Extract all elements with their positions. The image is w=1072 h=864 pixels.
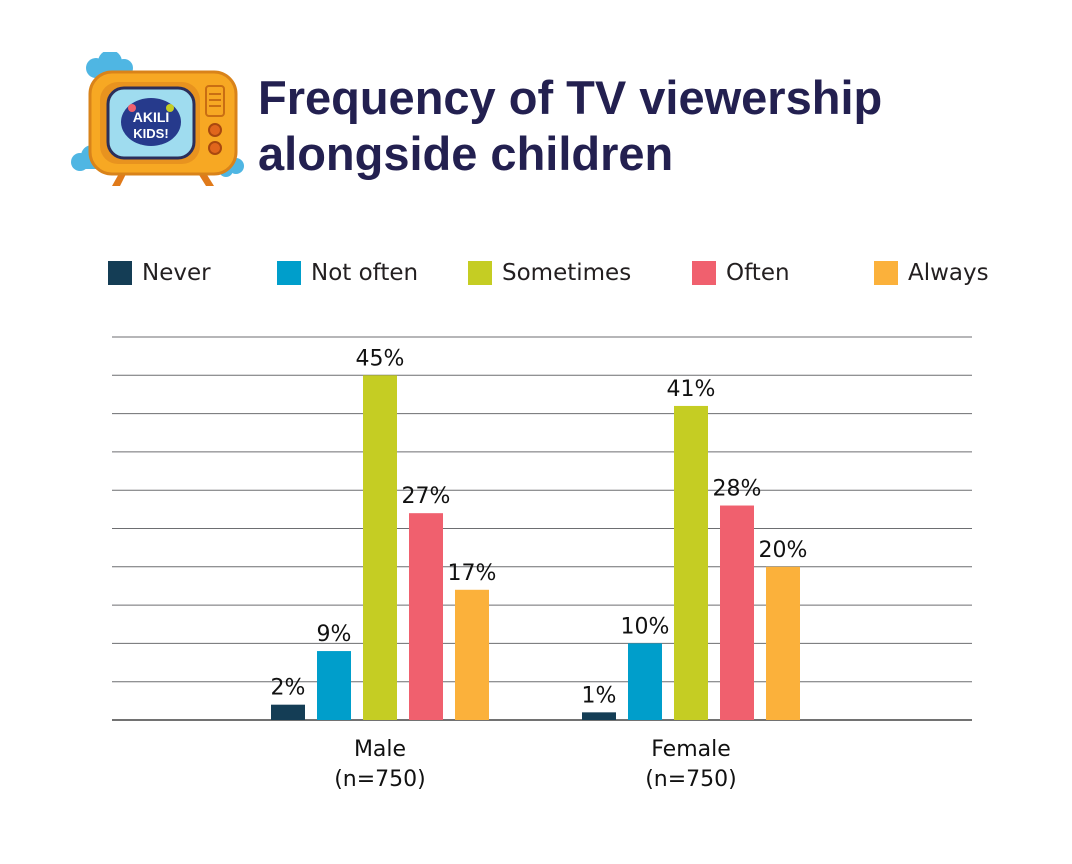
- data-label: 20%: [759, 538, 808, 563]
- bar-male-not-often: [317, 651, 351, 720]
- legend-swatch-always: [874, 261, 898, 285]
- bars: [271, 375, 800, 720]
- logo-text-bottom: KIDS!: [133, 126, 168, 141]
- category-label: Male: [354, 737, 406, 762]
- data-label: 17%: [448, 561, 497, 586]
- legend-item-often: Often: [692, 258, 790, 288]
- bar-female-sometimes: [674, 405, 708, 720]
- legend-label-sometimes: Sometimes: [502, 260, 632, 286]
- bar-male-never: [271, 704, 305, 720]
- data-label: 27%: [402, 484, 451, 509]
- legend-label-not-often: Not often: [311, 260, 419, 286]
- category-sublabel: (n=750): [645, 767, 737, 792]
- bar-female-not-often: [628, 643, 662, 720]
- category-sublabel: (n=750): [334, 767, 426, 792]
- legend-item-sometimes: Sometimes: [468, 258, 631, 288]
- bar-female-often: [720, 505, 754, 720]
- legend-swatch-never: [108, 261, 132, 285]
- chart-title-line-2: alongside children: [258, 127, 674, 180]
- category-labels: Male (n=750) Female (n=750): [334, 737, 737, 792]
- data-label: 45%: [356, 346, 405, 371]
- legend-label-always: Always: [908, 260, 989, 286]
- legend-label-never: Never: [142, 260, 211, 286]
- legend-item-always: Always: [874, 258, 989, 288]
- logo-text-top: AKILI: [133, 109, 170, 125]
- chart-title-line-1: Frequency of TV viewership: [258, 71, 883, 124]
- legend: Never Not often Sometimes Often Always: [0, 252, 1072, 292]
- bar-male-always: [455, 589, 489, 720]
- bar-female-always: [766, 566, 800, 720]
- tv-logo-icon: AKILI KIDS!: [71, 52, 244, 186]
- legend-swatch-sometimes: [468, 261, 492, 285]
- category-label: Female: [651, 737, 731, 762]
- bar-female-never: [582, 712, 616, 720]
- bar-male-often: [409, 513, 443, 720]
- data-label: 28%: [713, 477, 762, 502]
- data-label: 9%: [317, 622, 352, 647]
- gridlines: [112, 336, 972, 721]
- legend-swatch-often: [692, 261, 716, 285]
- data-label: 41%: [667, 377, 716, 402]
- chart-title: Frequency of TV viewership alongside chi…: [258, 70, 882, 182]
- bar-labels: 2% 9% 45% 27% 17% 1% 10% 41% 28% 20%: [271, 346, 808, 708]
- legend-item-not-often: Not often: [277, 258, 418, 288]
- data-label: 10%: [621, 614, 670, 639]
- data-label: 1%: [582, 683, 617, 708]
- data-label: 2%: [271, 676, 306, 701]
- bar-male-sometimes: [363, 375, 397, 720]
- legend-label-often: Often: [726, 260, 790, 286]
- legend-item-never: Never: [108, 258, 211, 288]
- legend-swatch-not-often: [277, 261, 301, 285]
